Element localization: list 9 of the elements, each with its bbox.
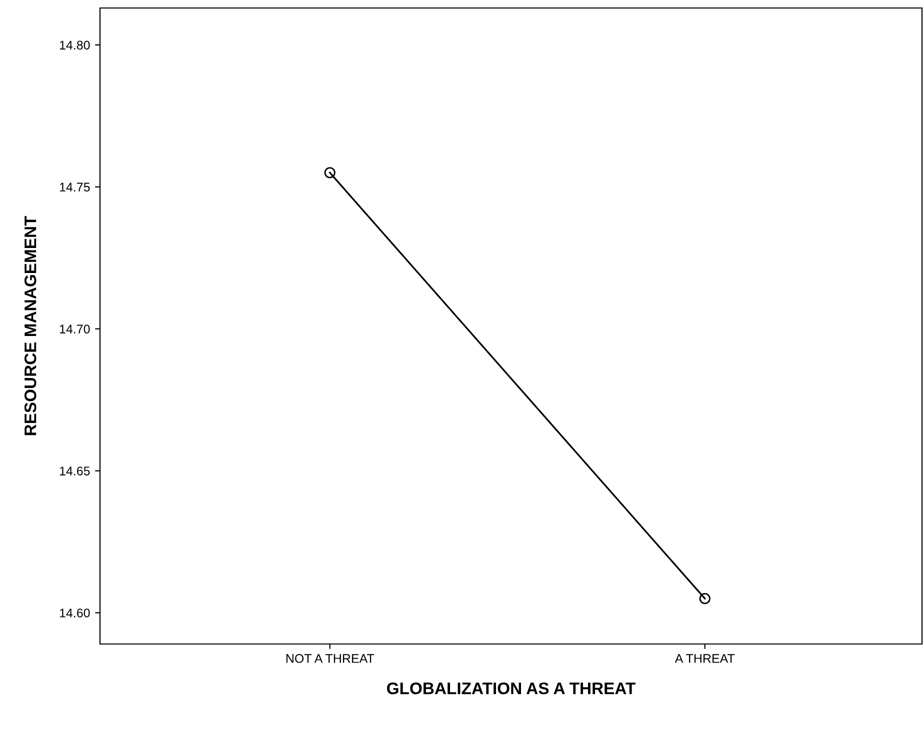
y-tick-label: 14.70 xyxy=(60,324,90,334)
y-tick-label: 14.75 xyxy=(60,182,90,192)
x-tick-label: A THREAT xyxy=(674,654,735,663)
y-tick-label: 14.60 xyxy=(60,608,90,618)
x-tick-label: NOT A THREAT xyxy=(286,654,374,663)
y-tick-label: 14.80 xyxy=(60,40,90,50)
y-tick-label: 14.65 xyxy=(60,466,90,476)
y-axis-title: RESOURCE MANAGEMENT xyxy=(24,216,36,436)
x-axis-title: GLOBALIZATION AS A THREAT xyxy=(387,682,636,694)
